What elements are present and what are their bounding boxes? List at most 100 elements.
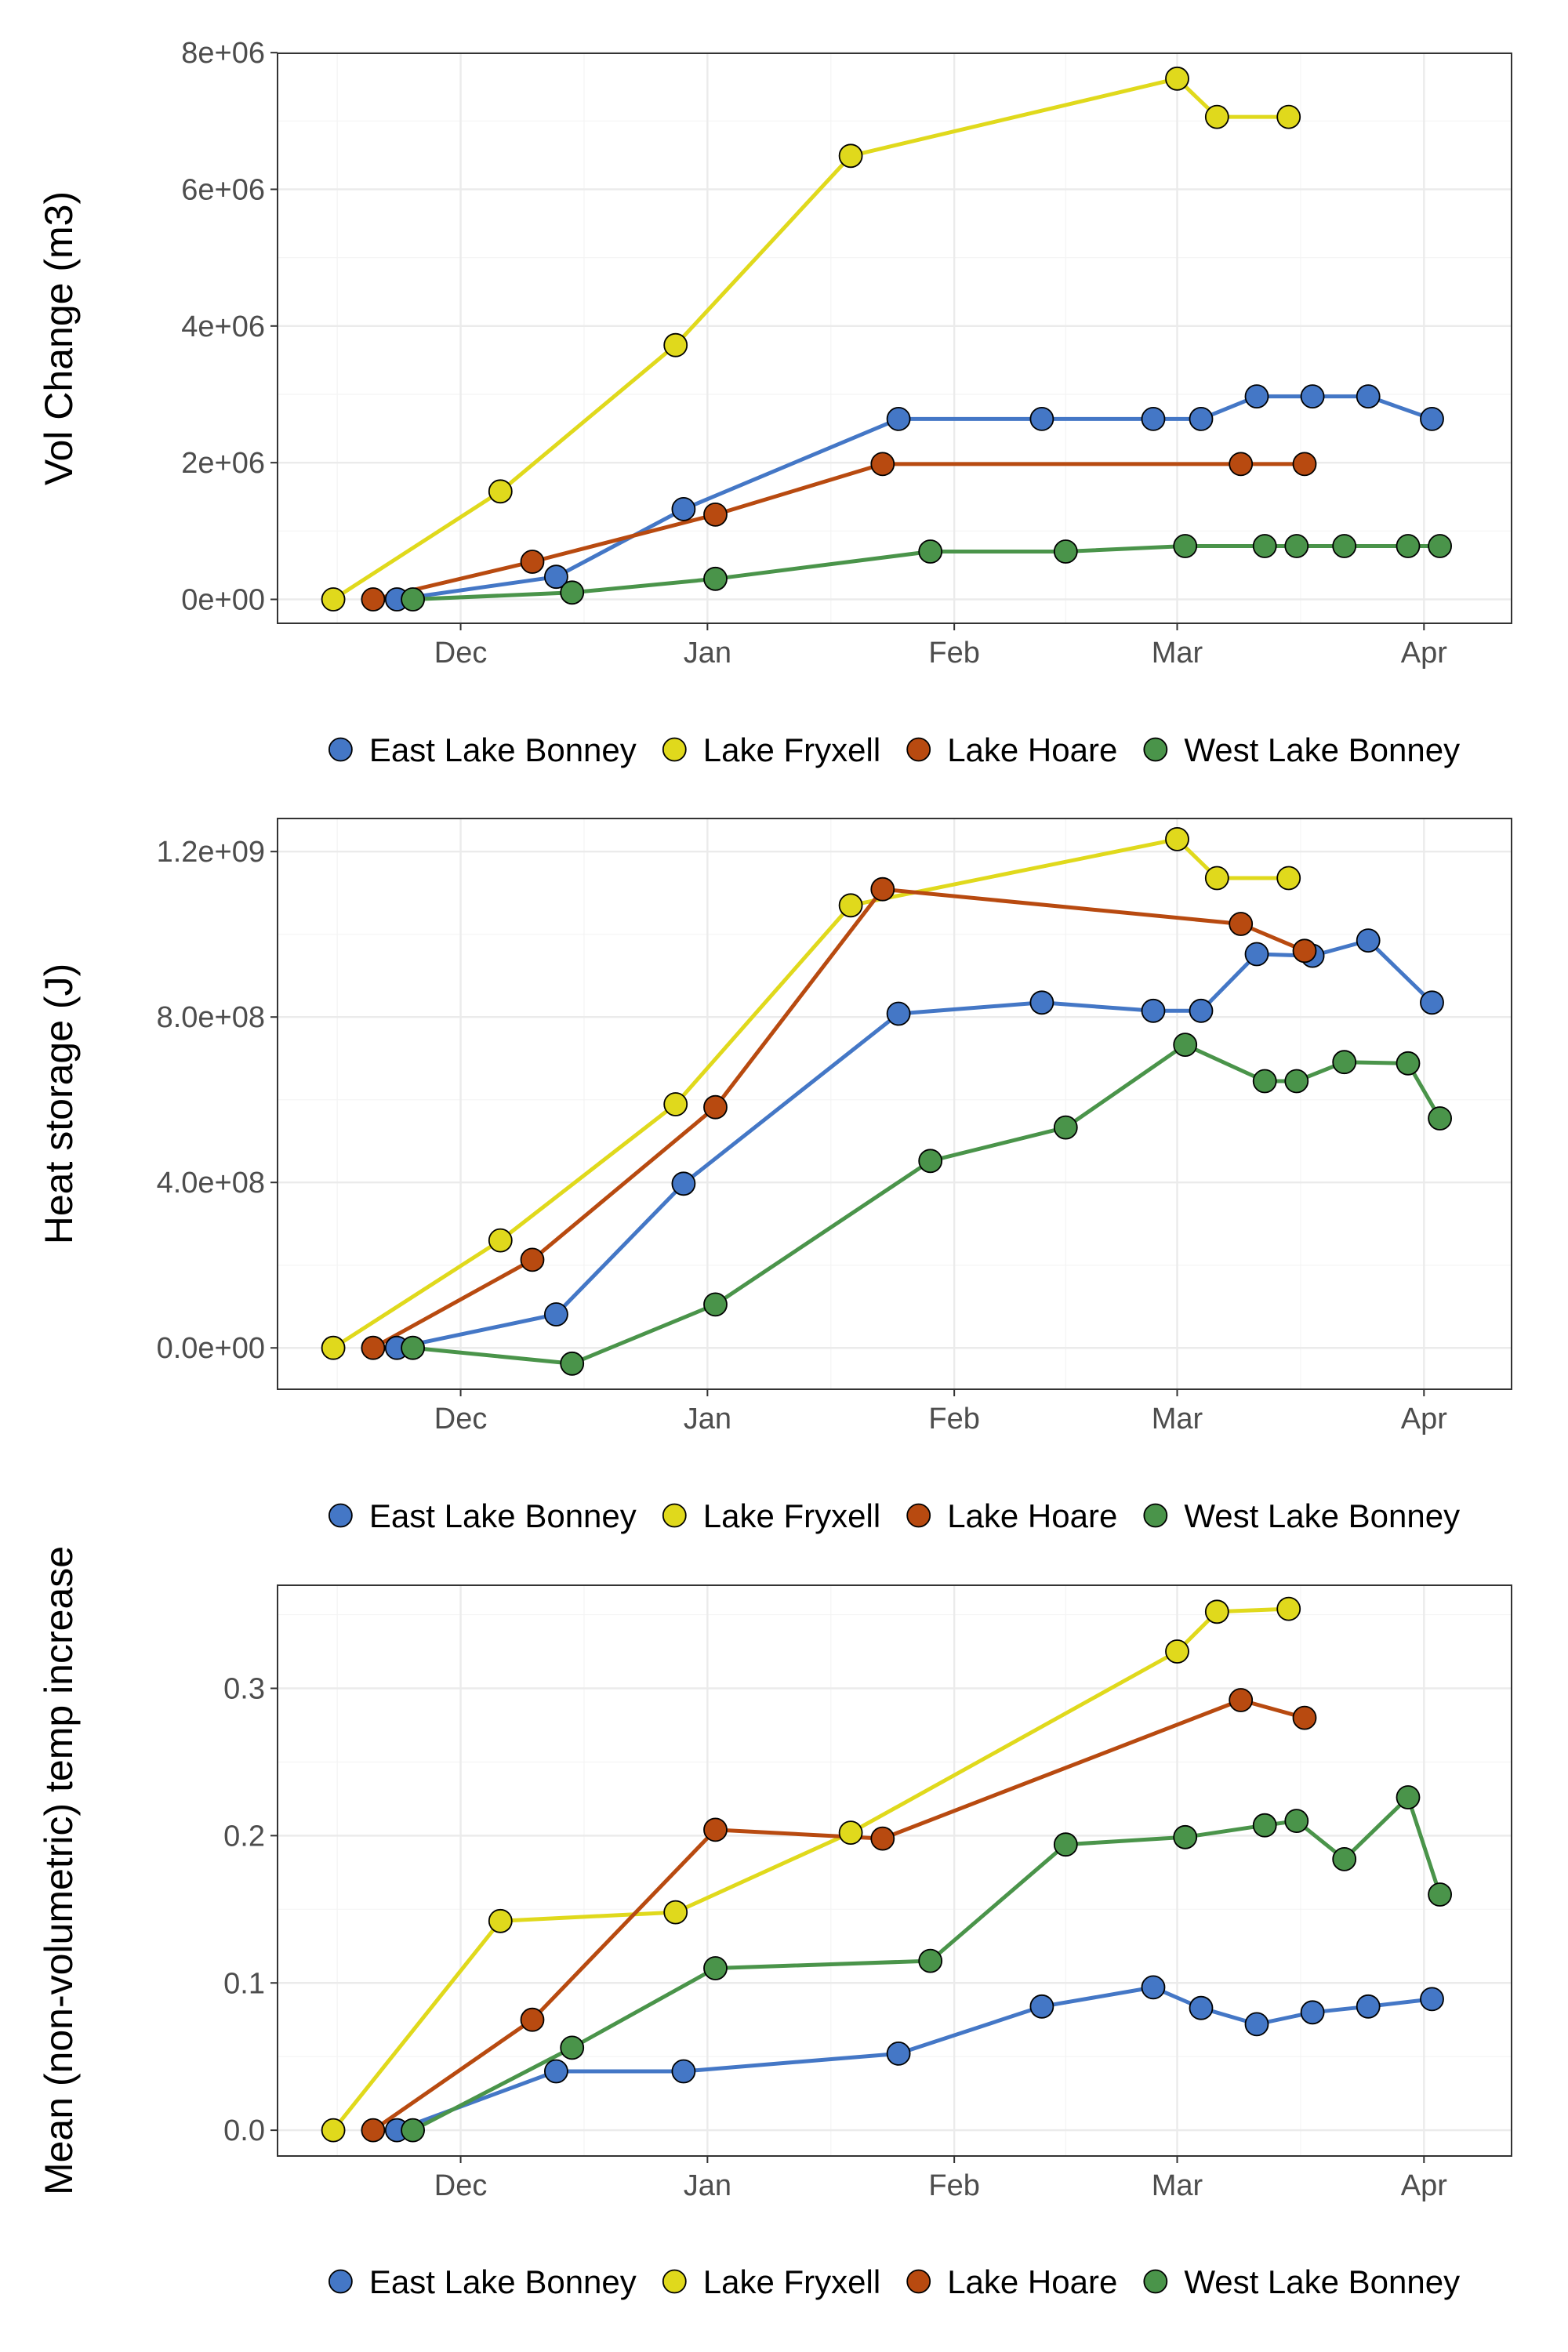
y-axis-title-3: Mean (non-volumetric) temp increase [37, 1546, 81, 2195]
data-point-west-lake-bonney [1173, 1824, 1198, 1849]
data-point-west-lake-bonney [1053, 1115, 1078, 1140]
data-point-lake-fryxell [1204, 1599, 1229, 1624]
x-tick-label-jan: Jan [684, 2169, 731, 2202]
x-tick-label-dec: Dec [434, 2169, 488, 2202]
data-point-lake-fryxell [663, 1900, 688, 1925]
data-point-lake-fryxell [1276, 866, 1301, 891]
legend-key-west-lake-bonney [1143, 1503, 1168, 1528]
data-point-west-lake-bonney [1053, 539, 1078, 564]
y-tick-label: 1.2e+09 [157, 836, 265, 869]
y-axis-title-1: Vol Change (m3) [37, 191, 81, 485]
data-point-lake-fryxell [1276, 104, 1301, 129]
y-tick-label: 8e+06 [181, 37, 265, 70]
x-tick-label-dec: Dec [434, 1403, 488, 1436]
y-tick-label: 8.0e+08 [157, 1001, 265, 1034]
legend-key-lake-fryxell [662, 2269, 687, 2294]
legend-key-east-lake-bonney [328, 737, 353, 762]
data-point-east-lake-bonney [1244, 942, 1269, 967]
data-point-lake-fryxell [838, 143, 863, 169]
data-point-east-lake-bonney [1420, 990, 1444, 1015]
data-point-west-lake-bonney [1173, 1033, 1198, 1057]
x-tick-label-apr: Apr [1401, 2169, 1447, 2202]
data-point-east-lake-bonney [1029, 407, 1054, 431]
chart-1: Dec Jan Feb Mar Apr 0e+00 2e+06 4e+06 6e+06 8e+06… [37, 37, 1512, 768]
legend-label-lake-hoare: Lake Hoare [947, 2263, 1117, 2300]
data-point-lake-hoare [1229, 912, 1254, 936]
data-point-lake-hoare [870, 1826, 895, 1851]
data-point-west-lake-bonney [703, 1956, 728, 1980]
data-point-east-lake-bonney [1141, 1975, 1166, 2000]
x-tick-label-dec: Dec [434, 637, 488, 670]
legend-label-east-lake-bonney: East Lake Bonney [369, 1497, 637, 1534]
data-point-west-lake-bonney [703, 566, 728, 591]
data-point-lake-hoare [703, 1817, 728, 1842]
legend-1: East Lake Bonney Lake Fryxell Lake Hoare We… [328, 731, 1460, 768]
legend-key-lake-hoare [906, 737, 931, 762]
data-point-west-lake-bonney [1173, 534, 1198, 558]
data-point-lake-hoare [703, 1094, 728, 1120]
legend-label-west-lake-bonney: West Lake Bonney [1184, 1497, 1460, 1534]
data-point-west-lake-bonney [1428, 534, 1452, 558]
data-point-west-lake-bonney [918, 539, 943, 564]
data-point-east-lake-bonney [1189, 407, 1214, 431]
data-point-west-lake-bonney [1396, 1051, 1421, 1076]
data-point-lake-hoare [361, 1335, 386, 1360]
plot-panel-1 [278, 53, 1512, 623]
data-point-east-lake-bonney [1356, 1994, 1381, 2019]
y-tick-label: 0.2 [223, 1820, 265, 1853]
legend-label-west-lake-bonney: West Lake Bonney [1184, 2263, 1460, 2300]
legend-key-lake-hoare [906, 1503, 931, 1528]
data-point-lake-fryxell [1204, 866, 1229, 891]
data-point-lake-hoare [520, 550, 545, 574]
data-point-west-lake-bonney [1252, 534, 1277, 558]
data-point-west-lake-bonney [918, 1149, 943, 1174]
legend-key-east-lake-bonney [328, 1503, 353, 1528]
data-point-lake-hoare [1229, 1688, 1254, 1712]
data-point-west-lake-bonney [1284, 1069, 1309, 1094]
data-point-west-lake-bonney [1332, 1050, 1357, 1075]
data-point-west-lake-bonney [1252, 1069, 1277, 1094]
data-point-lake-hoare [361, 587, 386, 612]
data-point-lake-fryxell [1165, 66, 1189, 91]
data-point-east-lake-bonney [1189, 998, 1214, 1023]
data-point-east-lake-bonney [1189, 1995, 1214, 2020]
data-point-lake-hoare [870, 452, 895, 477]
data-point-east-lake-bonney [886, 1001, 911, 1026]
x-tick-label-feb: Feb [928, 1403, 979, 1436]
data-point-east-lake-bonney [886, 2041, 911, 2066]
data-point-west-lake-bonney [401, 2118, 425, 2143]
data-point-lake-fryxell [321, 2118, 346, 2143]
data-point-lake-fryxell [321, 1335, 346, 1360]
data-point-east-lake-bonney [1029, 990, 1054, 1015]
data-point-east-lake-bonney [1244, 2012, 1269, 2037]
data-point-lake-fryxell [1276, 1596, 1301, 1621]
legend-2: East Lake Bonney Lake Fryxell Lake Hoare We… [328, 1497, 1460, 1534]
panel-border-2 [277, 818, 1512, 1390]
x-tick-label-mar: Mar [1152, 2169, 1203, 2202]
data-point-lake-fryxell [663, 332, 688, 358]
data-point-east-lake-bonney [671, 497, 696, 521]
x-tick-label-feb: Feb [928, 2169, 979, 2202]
data-point-east-lake-bonney [1029, 1994, 1054, 2019]
y-tick-label: 0.1 [223, 1967, 265, 2000]
x-tick-label-apr: Apr [1401, 637, 1447, 670]
data-point-east-lake-bonney [1300, 384, 1325, 409]
x-tick-label-feb: Feb [928, 637, 979, 670]
data-point-lake-fryxell [321, 587, 346, 612]
data-point-west-lake-bonney [1252, 1813, 1277, 1838]
chart-3: Dec Jan Feb Mar Apr 0.0 0.1 0.2 0.3 Mean (non-vol… [37, 1546, 1512, 2300]
data-point-lake-hoare [520, 2007, 545, 2032]
data-point-east-lake-bonney [1420, 1987, 1444, 2012]
data-point-lake-hoare [1292, 1705, 1317, 1730]
plot-panel-2 [278, 818, 1512, 1389]
data-point-west-lake-bonney [1053, 1832, 1078, 1857]
data-point-east-lake-bonney [544, 564, 568, 590]
data-point-lake-fryxell [488, 479, 513, 504]
legend-label-west-lake-bonney: West Lake Bonney [1184, 731, 1460, 768]
y-tick-label: 2e+06 [181, 447, 265, 480]
legend-key-lake-hoare [906, 2269, 931, 2294]
data-point-east-lake-bonney [1356, 384, 1381, 409]
data-point-lake-hoare [1292, 452, 1317, 477]
legend-3: East Lake Bonney Lake Fryxell Lake Hoare We… [328, 2263, 1460, 2300]
data-point-west-lake-bonney [1332, 1846, 1357, 1871]
